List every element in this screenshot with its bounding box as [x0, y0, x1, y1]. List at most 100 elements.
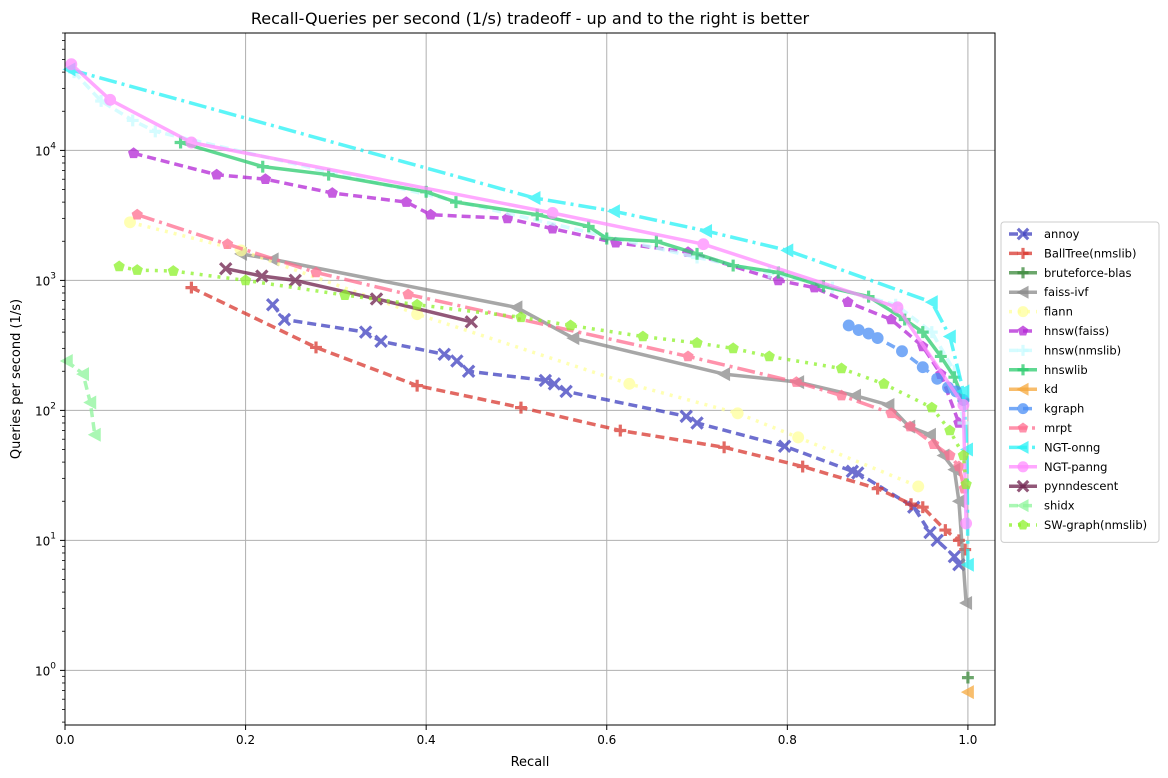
legend-label-faiss-ivf: faiss-ivf	[1044, 285, 1089, 299]
data-point-hnsw-faiss	[211, 168, 223, 180]
legend-label-hnswlib: hnswlib	[1044, 363, 1088, 377]
data-point-mrpt	[221, 238, 234, 249]
data-point-sw-graph-nmslib	[637, 330, 649, 342]
data-point-mrpt	[927, 438, 940, 449]
data-point-pynndescent	[255, 269, 269, 283]
legend-label-kd: kd	[1044, 382, 1058, 396]
data-point-annoy	[374, 334, 388, 349]
data-point-annoy	[450, 354, 464, 368]
data-point-balltree-nmslib	[411, 379, 424, 392]
data-point-sw-graph-nmslib	[515, 311, 527, 323]
data-point-faiss-ivf	[265, 252, 279, 267]
data-point-sw-graph-nmslib	[878, 377, 890, 389]
x-tick-label: 1.0	[958, 733, 977, 747]
legend-label-bruteforce-blas: bruteforce-blas	[1044, 266, 1132, 280]
data-point-ngt-panng	[891, 301, 904, 314]
data-point-sw-graph-nmslib	[131, 264, 143, 275]
data-point-hnswlib	[916, 326, 929, 339]
data-point-mrpt	[131, 208, 143, 220]
legend-label-hnsw-nmslib: hnsw(nmslib)	[1044, 343, 1121, 357]
data-point-mrpt	[790, 376, 802, 387]
y-tick-label: 104	[35, 141, 56, 158]
data-point-hnswlib	[582, 220, 595, 233]
series-line-ngt-panng	[70, 62, 968, 524]
series-balltree-nmslib	[185, 281, 972, 556]
data-point-ngt-onng	[942, 329, 956, 344]
legend-label-balltree-nmslib: BallTree(nmslib)	[1044, 246, 1136, 260]
data-point-hnswlib	[727, 259, 740, 272]
legend-marker-balltree-nmslib	[1017, 247, 1029, 259]
x-axis-label: Recall	[511, 755, 550, 770]
plot-frame	[64, 32, 996, 726]
legend-marker-annoy	[1016, 227, 1030, 241]
x-tick-label: 0.2	[236, 733, 255, 747]
data-point-ngt-panng	[104, 93, 117, 106]
data-point-annoy	[461, 364, 476, 378]
legend-marker-bruteforce-blas	[1017, 267, 1029, 279]
data-point-hnsw-faiss	[885, 313, 897, 325]
data-point-balltree-nmslib	[939, 524, 952, 537]
data-point-sw-graph-nmslib	[835, 362, 848, 374]
data-point-hnswlib	[650, 235, 663, 248]
data-point-annoy	[538, 373, 553, 388]
legend-marker-kgraph	[1017, 403, 1029, 415]
data-point-balltree-nmslib	[916, 501, 929, 514]
data-point-hnsw-faiss	[425, 208, 437, 220]
data-point-kgraph	[842, 319, 855, 332]
y-tick-label: 102	[35, 401, 56, 418]
data-point-faiss-ivf	[509, 300, 523, 315]
data-point-kgraph	[896, 345, 908, 358]
data-point-sw-graph-nmslib	[763, 350, 775, 362]
x-tick-label: 0.4	[417, 733, 436, 747]
data-point-ngt-onng	[699, 223, 713, 238]
legend-item-mrpt: mrpt	[1009, 421, 1072, 435]
data-point-flann	[792, 431, 805, 444]
data-point-annoy	[277, 312, 292, 327]
data-point-sw-graph-nmslib	[565, 319, 577, 331]
data-point-mrpt	[904, 420, 916, 432]
data-point-sw-graph-nmslib	[957, 449, 970, 461]
data-point-ngt-panng	[697, 238, 710, 251]
data-point-hnsw-faiss	[400, 196, 412, 207]
axis-ticks: 0.0 0.2 0.4 0.6 0.8 1.0 100 101 102 103 104	[35, 32, 977, 747]
data-point-faiss-ivf	[951, 494, 965, 509]
data-point-shidx	[59, 353, 73, 368]
data-point-balltree-nmslib	[871, 482, 884, 495]
legend-box	[1000, 221, 1160, 543]
legend-marker-pynndescent	[1016, 479, 1030, 493]
data-point-hnswlib	[600, 232, 613, 245]
legend-label-shidx: shidx	[1044, 499, 1075, 513]
legend-item-hnsw-nmslib: hnsw(nmslib)	[1009, 343, 1121, 357]
data-point-kgraph	[871, 332, 884, 345]
legend-marker-hnsw-nmslib	[1017, 344, 1029, 356]
data-point-annoy	[851, 466, 865, 480]
data-point-sw-graph-nmslib	[727, 342, 739, 354]
data-point-sw-graph-nmslib	[926, 401, 938, 413]
legend-marker-shidx	[1016, 499, 1029, 513]
data-point-annoy	[437, 347, 451, 362]
data-point-ngt-onng	[960, 557, 974, 572]
data-point-balltree-nmslib	[796, 460, 809, 473]
data-point-ngt-onng	[780, 243, 794, 258]
data-point-balltree-nmslib	[310, 341, 322, 354]
legend-label-mrpt: mrpt	[1044, 421, 1072, 435]
data-point-annoy	[358, 325, 373, 339]
data-point-ngt-panng	[65, 58, 78, 71]
legend-item-kgraph: kgraph	[1009, 402, 1084, 416]
series-line-ngt-onng	[69, 67, 970, 565]
data-point-bruteforce-blas	[961, 671, 974, 684]
data-point-annoy	[690, 416, 704, 430]
data-point-hnswlib	[256, 160, 269, 173]
data-point-mrpt	[835, 389, 848, 401]
legend-item-sw-graph-nmslib: SW-graph(nmslib)	[1009, 518, 1147, 532]
legend-label-sw-graph-nmslib: SW-graph(nmslib)	[1044, 518, 1147, 532]
data-point-shidx	[83, 395, 97, 410]
data-point-ngt-panng	[960, 517, 973, 530]
x-tick-label: 0.8	[778, 733, 797, 747]
legend-marker-faiss-ivf	[1016, 285, 1029, 299]
series-ngt-panng	[65, 58, 973, 530]
y-axis-label: Queries per second (1/s)	[9, 299, 24, 459]
data-point-shidx	[87, 427, 101, 442]
data-point-hnsw-nmslib	[126, 114, 139, 127]
